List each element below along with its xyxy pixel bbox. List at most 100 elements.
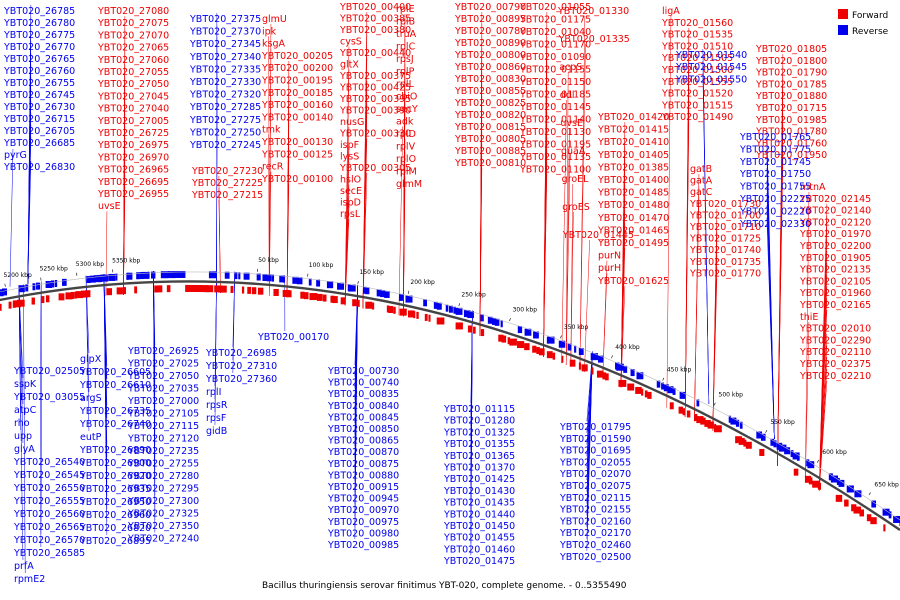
forward-feature: [738, 437, 745, 445]
reverse-feature: [893, 515, 900, 523]
forward-gene-label: YBT020_00160: [261, 100, 333, 111]
forward-feature: [74, 291, 78, 299]
forward-feature: [581, 364, 588, 372]
forward-gene-label: gatB: [690, 164, 712, 175]
reverse-gene-label: YBT020_01750: [739, 169, 811, 180]
forward-feature: [116, 287, 123, 295]
label-connector: [602, 273, 608, 380]
reverse-feature: [578, 347, 584, 355]
forward-gene-label: YBT020_00800: [454, 50, 526, 61]
scale-tick: [816, 459, 819, 463]
reverse-feature: [19, 285, 25, 293]
reverse-gene-label: YBT020_26605: [79, 367, 151, 378]
forward-feature: [214, 285, 219, 293]
forward-gene-label: YBT020_01090: [519, 52, 591, 63]
forward-feature: [569, 359, 576, 367]
reverse-feature: [598, 355, 604, 363]
reverse-feature: [141, 271, 149, 279]
forward-feature: [106, 288, 113, 296]
forward-feature: [804, 475, 812, 483]
reverse-feature: [871, 500, 877, 508]
label-connector: [354, 284, 358, 540]
reverse-gene-label: YBT020_26820: [79, 523, 151, 534]
reverse-feature: [494, 318, 500, 326]
forward-feature: [357, 299, 360, 307]
forward-feature: [498, 334, 504, 342]
legend-reverse-swatch: [838, 25, 848, 35]
forward-gene-label: YBT020_27050: [97, 79, 169, 90]
reverse-gene-label: YBT020_26925: [127, 346, 199, 357]
scale-tick-label: 100 kbp: [309, 262, 334, 269]
forward-gene-label: YBT020_01495: [597, 238, 669, 249]
forward-feature: [473, 326, 476, 334]
reverse-feature: [238, 272, 241, 280]
forward-feature: [817, 482, 822, 490]
reverse-gene-label: YBT020_01365: [443, 451, 515, 462]
reverse-gene-label: YBT020_26770: [3, 42, 75, 53]
forward-feature: [45, 295, 50, 303]
forward-gene-label: YBT020_01735: [689, 257, 761, 268]
forward-feature: [386, 305, 390, 313]
label-connector: [398, 126, 403, 316]
forward-gene-label: YBT020_01145: [519, 102, 591, 113]
forward-gene-label: YBT020_01740: [689, 245, 761, 256]
reverse-feature: [89, 275, 96, 283]
forward-gene-label: YBT020_01535: [661, 30, 733, 41]
forward-feature: [371, 302, 375, 310]
reverse-feature: [500, 320, 503, 328]
reverse-gene-label: YBT020_26540: [13, 457, 85, 468]
forward-gene-label: groEL: [562, 174, 590, 185]
reverse-gene-label: YBT020_27120: [127, 434, 199, 445]
label-connector: [766, 217, 775, 439]
scale-tick: [4, 283, 6, 287]
forward-feature: [352, 299, 357, 307]
reverse-gene-label: YBT020_27000: [127, 396, 199, 407]
forward-gene-label: YBT020_01385: [597, 162, 669, 173]
forward-gene-label: YBT020_01195: [519, 140, 591, 151]
label-connector: [702, 73, 710, 404]
forward-feature: [743, 439, 747, 447]
forward-feature: [635, 386, 642, 394]
forward-gene-label: nusG: [340, 117, 364, 128]
forward-gene-label: YBT020_00195: [261, 76, 333, 87]
reverse-feature: [778, 444, 787, 452]
label-connector: [232, 271, 236, 374]
forward-gene-label: YBT020_00895: [454, 14, 526, 25]
reverse-gene-label: YBT020_01455: [443, 533, 515, 544]
reverse-feature: [854, 490, 862, 498]
forward-feature: [220, 285, 227, 293]
forward-gene-label: YBT020_02010: [799, 324, 871, 335]
forward-feature: [532, 345, 537, 353]
reverse-gene-label: YBT020_27350: [127, 521, 199, 532]
forward-feature: [365, 301, 373, 309]
reverse-feature: [590, 353, 598, 361]
reverse-gene-label: pyrG: [4, 150, 27, 161]
reverse-feature: [773, 440, 777, 448]
reverse-gene-label: YBT020_02220: [739, 206, 811, 217]
reverse-feature: [86, 276, 91, 284]
reverse-feature: [405, 295, 413, 303]
reverse-gene-label: YBT020_27275: [189, 115, 261, 126]
reverse-gene-label: YBT020_02160: [559, 516, 631, 527]
forward-feature: [40, 296, 45, 304]
scale-tick: [713, 402, 716, 406]
forward-gene-label: YBT020_01335: [558, 34, 630, 45]
forward-feature: [694, 414, 698, 422]
forward-gene-label: rplO: [396, 154, 416, 165]
inner-ring: [0, 271, 900, 521]
forward-gene-label: YBT020_01625: [597, 276, 669, 287]
forward-feature: [70, 291, 75, 299]
reverse-feature: [796, 453, 800, 461]
forward-feature: [713, 425, 722, 433]
forward-gene-label: YBT020_00830: [454, 74, 526, 85]
reverse-gene-label: YBT020_26745: [3, 90, 75, 101]
reverse-gene-label: YBT020_00970: [327, 505, 399, 516]
label-connector: [565, 155, 571, 366]
forward-gene-label: YBT020_00185: [261, 88, 333, 99]
reverse-gene-label: rpmE2: [14, 574, 45, 585]
forward-feature: [428, 314, 431, 322]
reverse-feature: [761, 433, 766, 441]
reverse-feature: [167, 271, 176, 279]
forward-gene-label: YBT020_00100: [261, 174, 333, 185]
